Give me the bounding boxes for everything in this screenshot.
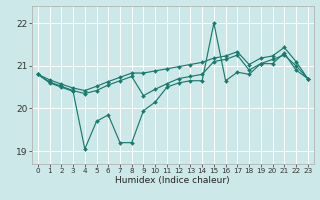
X-axis label: Humidex (Indice chaleur): Humidex (Indice chaleur) <box>116 176 230 185</box>
